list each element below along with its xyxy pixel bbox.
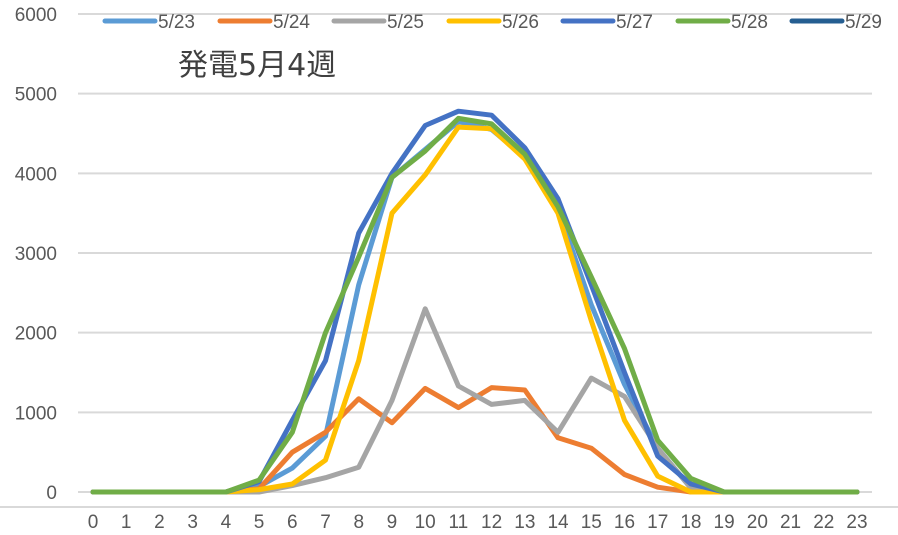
legend: 5/23 5/24 5/25 5/26 5/27 5/28 5/29	[102, 12, 882, 33]
x-tick-label: 12	[481, 512, 502, 533]
y-tick-label: 0	[46, 483, 57, 504]
chart-title: 発電5月4週	[178, 48, 336, 83]
y-axis-ticks: 0 1000 2000 3000 4000 5000 6000	[15, 5, 57, 504]
x-tick-label: 3	[187, 512, 198, 533]
x-tick-label: 9	[387, 512, 398, 533]
x-tick-label: 23	[846, 512, 867, 533]
x-tick-label: 19	[714, 512, 735, 533]
legend-item: 5/29	[789, 12, 882, 33]
legend-item: 5/23	[102, 12, 195, 33]
legend-item: 5/25	[331, 12, 424, 33]
x-tick-label: 2	[154, 512, 165, 533]
y-tick-label: 1000	[15, 403, 57, 424]
x-tick-label: 22	[813, 512, 834, 533]
x-tick-label: 20	[747, 512, 768, 533]
legend-item: 5/26	[446, 12, 539, 33]
x-tick-label: 17	[647, 512, 668, 533]
x-tick-label: 8	[353, 512, 364, 533]
x-tick-label: 7	[320, 512, 331, 533]
legend-label: 5/27	[616, 12, 653, 33]
x-tick-label: 21	[780, 512, 801, 533]
legend-label: 5/23	[158, 12, 195, 33]
legend-item: 5/24	[217, 12, 310, 33]
legend-label: 5/28	[731, 12, 768, 33]
legend-label: 5/25	[387, 12, 424, 33]
series-line-5-24	[90, 385, 860, 495]
legend-item: 5/28	[675, 12, 768, 33]
gridlines	[78, 13, 872, 493]
series-line-5-23	[90, 119, 860, 495]
legend-label: 5/24	[273, 12, 310, 33]
x-tick-label: 1	[121, 512, 132, 533]
y-tick-label: 4000	[15, 164, 57, 185]
x-tick-label: 18	[680, 512, 701, 533]
x-tick-label: 0	[88, 512, 99, 533]
x-tick-label: 11	[449, 512, 469, 533]
x-tick-label: 15	[581, 512, 602, 533]
series-lines	[90, 108, 860, 495]
x-tick-label: 10	[415, 512, 436, 533]
legend-label: 5/29	[845, 12, 882, 33]
y-tick-label: 6000	[15, 5, 57, 26]
y-tick-label: 3000	[15, 244, 57, 265]
x-tick-label: 6	[287, 512, 298, 533]
legend-item: 5/27	[560, 12, 653, 33]
series-line-5-26	[90, 124, 860, 495]
x-tick-label: 4	[221, 512, 232, 533]
x-tick-label: 13	[514, 512, 535, 533]
x-axis-ticks: 0 1 2 3 4 5 6 7 8 9 10 11 12 13 14 15 16 17 18 19 20 21 22 23	[88, 512, 868, 533]
legend-label: 5/26	[502, 12, 539, 33]
y-tick-label: 5000	[15, 85, 57, 106]
x-tick-label: 14	[547, 512, 569, 533]
x-tick-label: 16	[614, 512, 635, 533]
series-line-5-28	[90, 115, 860, 495]
x-tick-label: 5	[254, 512, 265, 533]
series-line-5-27	[90, 108, 860, 495]
y-tick-label: 2000	[15, 324, 57, 345]
